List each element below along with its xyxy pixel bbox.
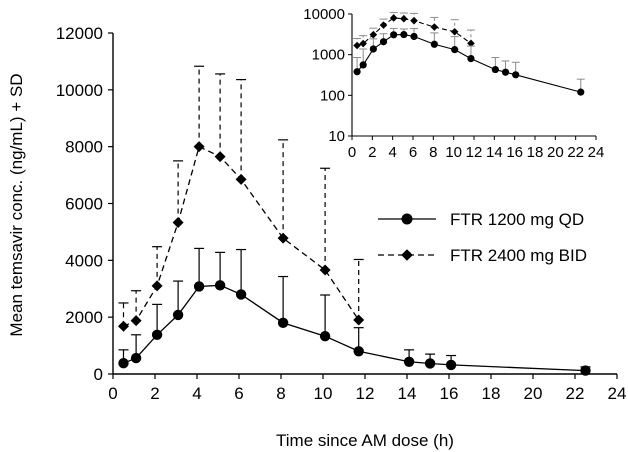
inset-data-point <box>467 55 475 63</box>
inset-data-point <box>430 40 438 48</box>
data-point <box>277 232 289 244</box>
x-tick-label: 4 <box>192 384 201 403</box>
legend-marker <box>401 213 413 225</box>
x-tick-label: 22 <box>566 384 585 403</box>
data-point <box>277 317 289 329</box>
y-tick-label: 4000 <box>65 251 103 270</box>
inset-data-point <box>379 21 388 29</box>
x-tick-label: 2 <box>150 384 159 403</box>
series-line-bid <box>123 145 360 327</box>
data-point <box>214 280 226 291</box>
x-tick-label: 12 <box>356 384 375 403</box>
inset-data-point <box>501 68 510 76</box>
inset-data-point <box>451 46 459 54</box>
inset-x-tick-label: 18 <box>527 144 544 161</box>
y-tick-label: 10000 <box>56 81 103 100</box>
data-point <box>353 314 365 326</box>
inset-data-point <box>353 41 361 50</box>
data-point <box>235 289 247 300</box>
inset-data-point <box>577 88 585 96</box>
data-point <box>130 352 142 364</box>
x-tick-label: 20 <box>524 384 543 403</box>
y-axis-label: Mean temsavir conc. (ng/mL) + SD <box>7 73 26 336</box>
data-point <box>118 358 129 369</box>
inset-x-tick-label: 4 <box>388 144 396 161</box>
data-point <box>235 173 247 185</box>
inset-data-point <box>359 39 367 48</box>
inset-data-point <box>390 31 398 39</box>
main-series-marks <box>118 65 591 376</box>
inset-data-point <box>512 71 520 79</box>
inset-data-point <box>410 32 418 41</box>
data-point <box>172 217 184 229</box>
data-point <box>193 141 205 153</box>
inset-data-point <box>379 38 388 46</box>
x-tick-label: 16 <box>440 384 459 403</box>
inset-y-tick-label: 100 <box>320 87 345 104</box>
data-point <box>172 309 184 321</box>
inset-data-point <box>450 27 459 36</box>
x-tick-label: 10 <box>314 384 333 403</box>
inset-data-point <box>467 39 475 48</box>
inset-x-tick-label: 2 <box>368 144 376 161</box>
inset-data-point <box>389 14 398 22</box>
inset-x-tick-label: 24 <box>588 144 605 161</box>
data-point <box>130 315 142 327</box>
x-axis-label: Time since AM dose (h) <box>276 431 454 450</box>
inset-x-tick-label: 0 <box>348 144 356 161</box>
data-point <box>214 151 226 163</box>
inset-x-tick-label: 12 <box>466 144 483 161</box>
inset-data-point <box>491 65 499 74</box>
data-point <box>319 264 331 276</box>
inset-y-tick-label: 1000 <box>312 47 345 64</box>
inset-data-point <box>369 45 377 53</box>
data-point <box>353 346 364 357</box>
inset-x-tick-label: 14 <box>486 144 503 161</box>
inset-x-tick-label: 10 <box>445 144 462 161</box>
main-plot-area: 0 2 4 6 8 10 12 14 16 18 20 22 240200040006000800010… <box>56 24 627 403</box>
data-point <box>151 280 163 292</box>
inset-data-point <box>400 30 408 39</box>
legend-label: FTR 2400 mg BID <box>450 246 587 265</box>
inset-x-tick-label: 6 <box>409 144 417 161</box>
x-tick-label: 0 <box>108 384 117 403</box>
inset-x-tick-label: 8 <box>429 144 437 161</box>
inset-y-tick-label: 10 <box>328 128 345 145</box>
y-tick-label: 0 <box>94 365 103 384</box>
inset-data-point <box>400 14 408 23</box>
inset-data-point <box>359 61 367 69</box>
inset-data-point <box>369 30 378 39</box>
data-point <box>403 356 415 367</box>
inset-x-tick-label: 20 <box>547 144 564 161</box>
data-point <box>580 365 591 376</box>
inset-data-point <box>430 23 439 31</box>
inset-series-line-bid <box>356 17 472 47</box>
x-tick-label: 8 <box>276 384 285 403</box>
data-point <box>445 359 457 371</box>
legend-label: FTR 1200 mg QD <box>450 210 584 229</box>
legend: FTR 1200 mg QD FTR 2400 mg BID <box>378 210 587 265</box>
legend-marker <box>401 249 413 261</box>
inset-series-marks <box>353 12 585 96</box>
inset-x-tick-label: 16 <box>506 144 523 161</box>
x-tick-label: 6 <box>234 384 243 403</box>
data-point <box>424 358 436 369</box>
data-point <box>118 320 129 332</box>
inset-y-tick-label: 10000 <box>303 6 345 23</box>
inset-x-tick-label: 22 <box>567 144 584 161</box>
x-tick-label: 14 <box>398 384 417 403</box>
y-tick-label: 6000 <box>65 195 103 214</box>
data-point <box>319 331 331 342</box>
y-tick-label: 12000 <box>56 24 103 43</box>
y-tick-label: 2000 <box>65 308 103 327</box>
data-point <box>151 329 163 340</box>
x-tick-label: 24 <box>608 384 627 403</box>
data-point <box>193 281 205 292</box>
y-tick-label: 8000 <box>65 138 103 157</box>
inset-data-point <box>353 68 361 76</box>
x-tick-label: 18 <box>482 384 501 403</box>
inset-data-point <box>410 16 418 25</box>
